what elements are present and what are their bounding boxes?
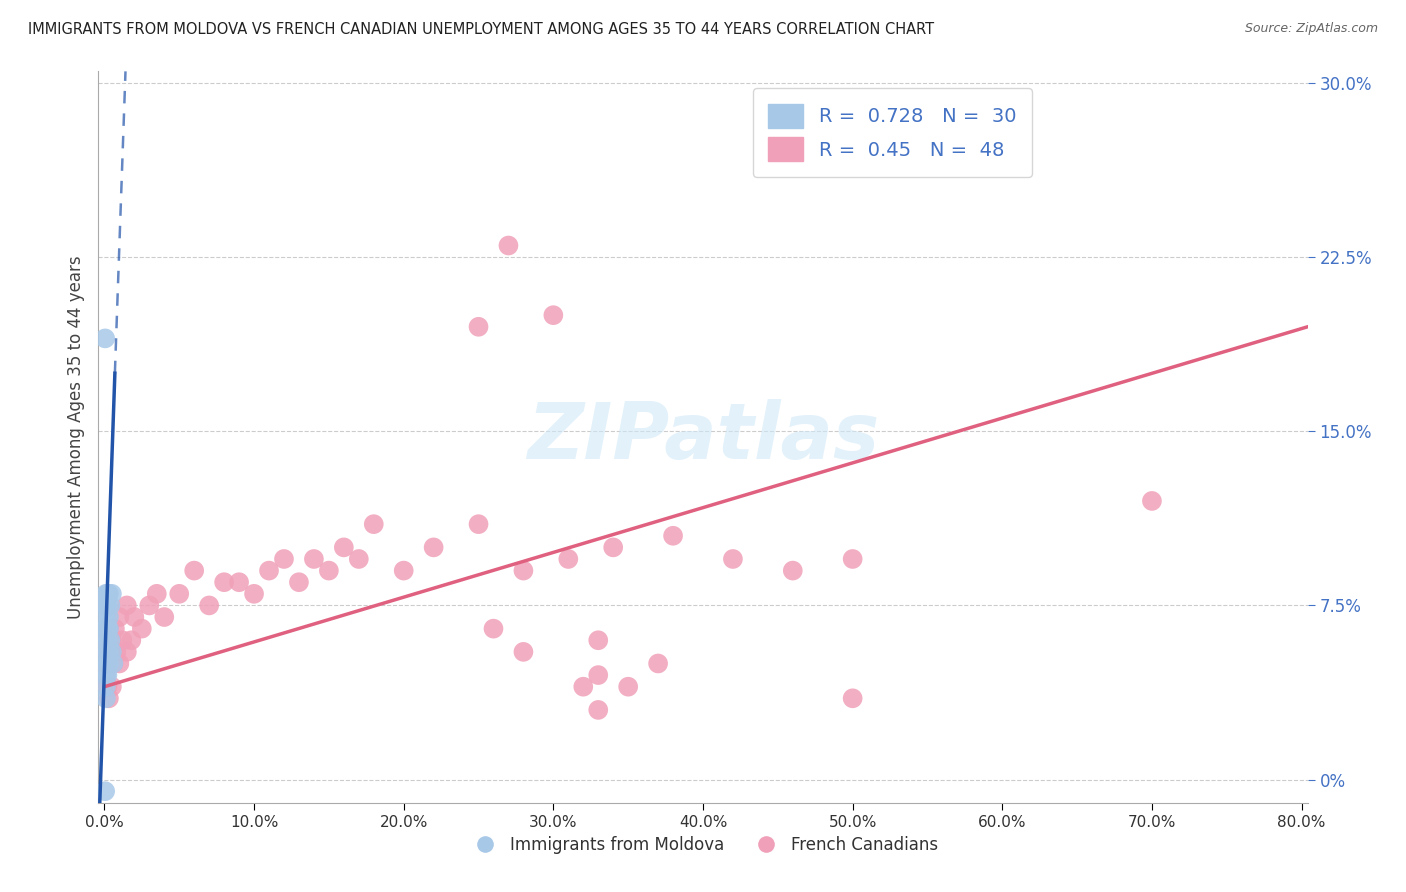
- Text: IMMIGRANTS FROM MOLDOVA VS FRENCH CANADIAN UNEMPLOYMENT AMONG AGES 35 TO 44 YEAR: IMMIGRANTS FROM MOLDOVA VS FRENCH CANADI…: [28, 22, 934, 37]
- Point: [96, 622, 118, 636]
- Point: [841, 552, 863, 566]
- Point: [721, 552, 744, 566]
- Point: [422, 541, 444, 555]
- Point: [115, 599, 138, 613]
- Point: [146, 587, 169, 601]
- Point: [333, 541, 356, 555]
- Point: [101, 680, 124, 694]
- Point: [138, 599, 160, 613]
- Point: [105, 645, 128, 659]
- Point: [273, 552, 295, 566]
- Point: [94, 784, 117, 798]
- Point: [108, 610, 131, 624]
- Point: [94, 633, 117, 648]
- Text: ZIPatlas: ZIPatlas: [527, 399, 879, 475]
- Point: [131, 622, 153, 636]
- Point: [96, 587, 118, 601]
- Point: [512, 564, 534, 578]
- Point: [100, 633, 122, 648]
- Point: [617, 680, 640, 694]
- Point: [586, 703, 609, 717]
- Point: [212, 575, 235, 590]
- Point: [363, 517, 385, 532]
- Point: [97, 622, 120, 636]
- Point: [101, 633, 124, 648]
- Point: [94, 587, 117, 601]
- Point: [572, 680, 595, 694]
- Point: [94, 599, 117, 613]
- Point: [392, 564, 415, 578]
- Point: [97, 657, 120, 671]
- Point: [288, 575, 311, 590]
- Point: [124, 610, 146, 624]
- Point: [94, 668, 117, 682]
- Point: [103, 657, 125, 671]
- Point: [602, 541, 624, 555]
- Point: [467, 319, 489, 334]
- Point: [94, 633, 117, 648]
- Point: [647, 657, 669, 671]
- Point: [104, 622, 127, 636]
- Point: [94, 680, 117, 694]
- Point: [96, 657, 118, 671]
- Point: [557, 552, 579, 566]
- Point: [96, 633, 118, 648]
- Point: [96, 599, 118, 613]
- Point: [115, 645, 138, 659]
- Point: [111, 633, 134, 648]
- Point: [498, 238, 520, 252]
- Point: [97, 691, 120, 706]
- Point: [96, 645, 118, 659]
- Point: [94, 622, 117, 636]
- Point: [662, 529, 685, 543]
- Point: [302, 552, 325, 566]
- Point: [198, 599, 221, 613]
- Legend: Immigrants from Moldova, French Canadians: Immigrants from Moldova, French Canadian…: [461, 829, 945, 860]
- Point: [586, 668, 609, 682]
- Point: [94, 645, 117, 659]
- Point: [94, 622, 117, 636]
- Point: [94, 599, 117, 613]
- Point: [94, 668, 117, 682]
- Point: [100, 645, 122, 659]
- Point: [94, 657, 117, 671]
- Point: [512, 645, 534, 659]
- Text: Source: ZipAtlas.com: Source: ZipAtlas.com: [1244, 22, 1378, 36]
- Point: [318, 564, 340, 578]
- Point: [97, 622, 120, 636]
- Point: [467, 517, 489, 532]
- Point: [103, 657, 125, 671]
- Point: [97, 645, 120, 659]
- Y-axis label: Unemployment Among Ages 35 to 44 years: Unemployment Among Ages 35 to 44 years: [66, 255, 84, 619]
- Point: [183, 564, 205, 578]
- Point: [243, 587, 266, 601]
- Point: [96, 645, 118, 659]
- Point: [228, 575, 250, 590]
- Point: [101, 587, 124, 601]
- Point: [782, 564, 804, 578]
- Point: [120, 633, 142, 648]
- Point: [108, 657, 131, 671]
- Point: [97, 610, 120, 624]
- Point: [347, 552, 370, 566]
- Point: [257, 564, 280, 578]
- Point: [100, 599, 122, 613]
- Point: [96, 680, 118, 694]
- Point: [482, 622, 505, 636]
- Point: [94, 610, 117, 624]
- Point: [94, 691, 117, 706]
- Point: [1140, 494, 1163, 508]
- Point: [96, 668, 118, 682]
- Point: [153, 610, 176, 624]
- Point: [167, 587, 190, 601]
- Point: [101, 645, 124, 659]
- Point: [97, 587, 120, 601]
- Point: [586, 633, 609, 648]
- Point: [841, 691, 863, 706]
- Point: [94, 331, 117, 345]
- Point: [543, 308, 565, 322]
